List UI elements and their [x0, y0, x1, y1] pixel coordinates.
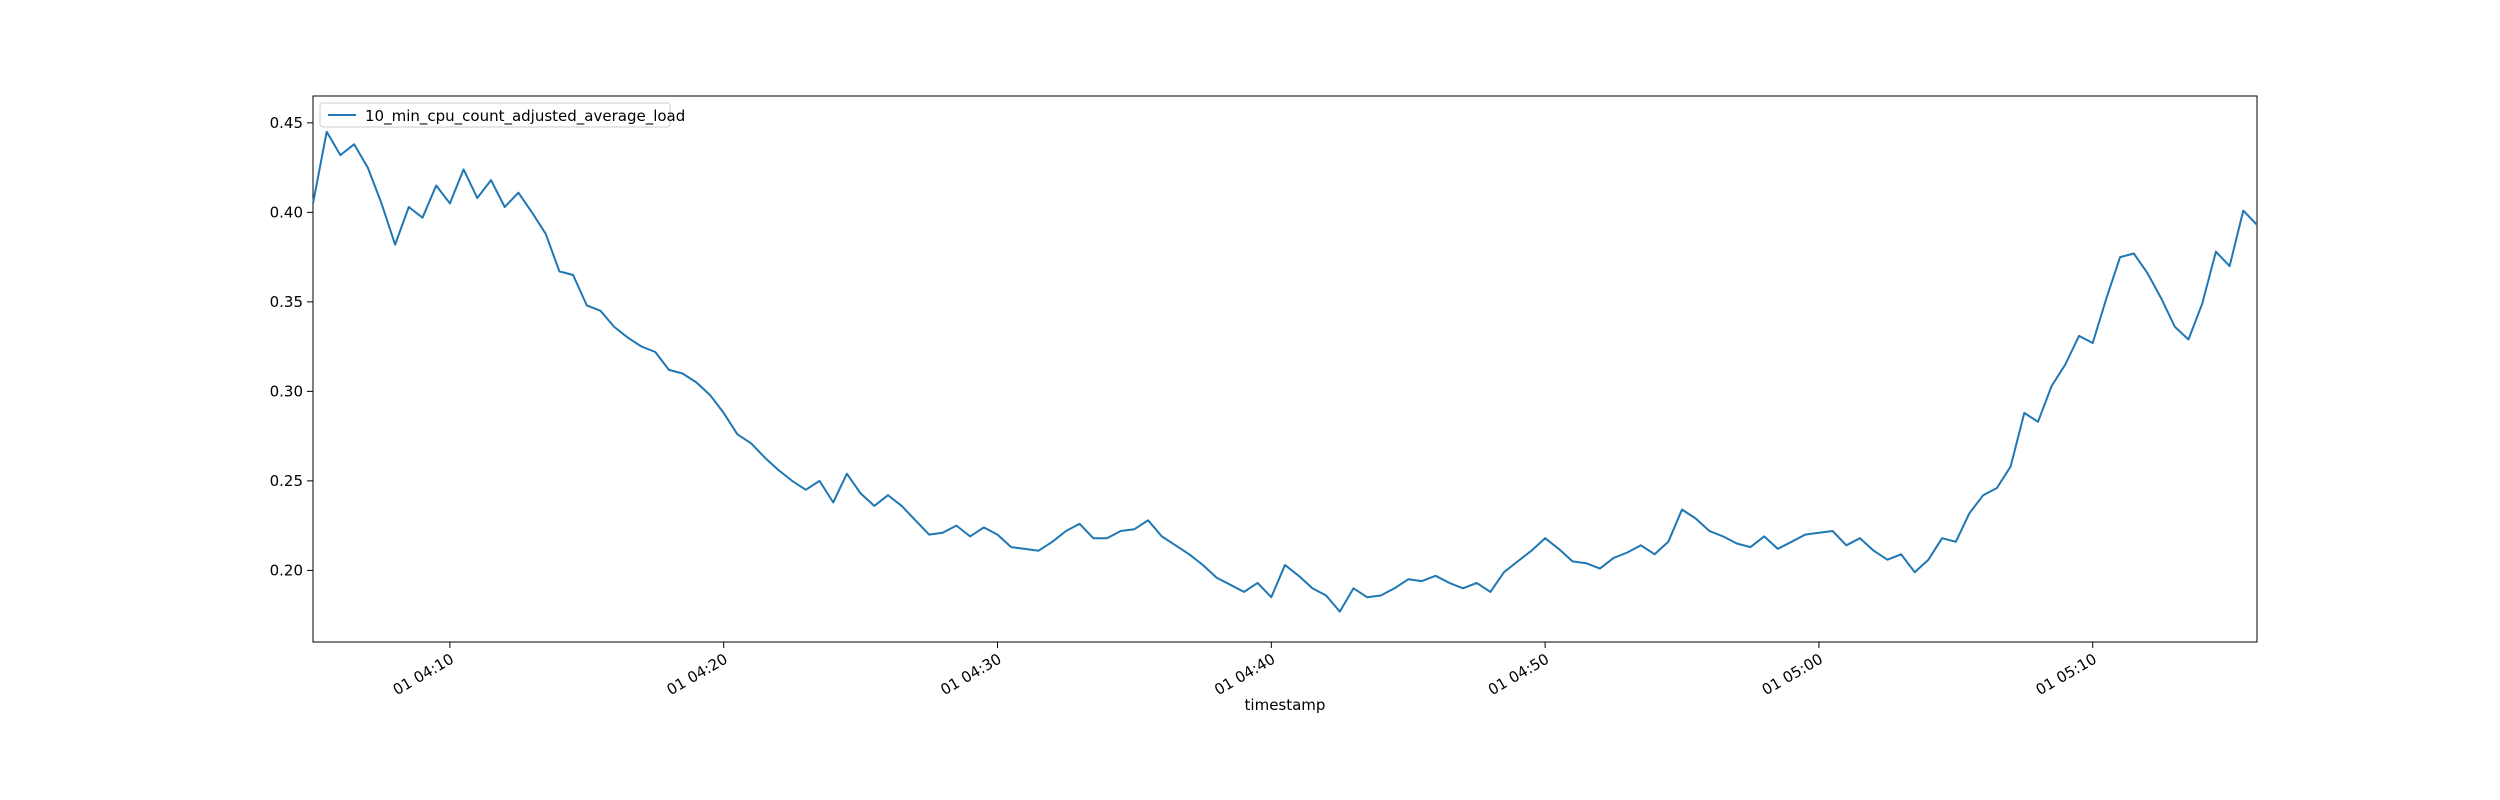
- legend-entry: 10_min_cpu_count_adjusted_average_load: [365, 107, 685, 126]
- y-tick-label: 0.25: [270, 472, 303, 490]
- x-axis: 01 04:10 01 04:20 01 04:30 01 04:40 01 04:50…: [390, 642, 2100, 699]
- legend: 10_min_cpu_count_adjusted_average_load: [319, 102, 685, 128]
- axes-frame: [312, 95, 2258, 643]
- y-tick-label: 0.35: [270, 293, 303, 311]
- x-tick-label: 01 05:10: [2033, 650, 2100, 699]
- legend-box: [319, 102, 671, 128]
- x-tick-label: 01 05:00: [1759, 650, 1826, 699]
- series-line: [312, 130, 2258, 613]
- x-tick-label: 01 04:40: [1211, 650, 1278, 699]
- x-tick-label: 01 04:10: [390, 650, 457, 699]
- y-axis: 0.20 0.25 0.30 0.35 0.40 0.45: [270, 114, 313, 579]
- x-tick-label: 01 04:30: [937, 650, 1004, 699]
- y-tick-label: 0.45: [270, 114, 303, 132]
- y-tick-label: 0.20: [270, 561, 303, 579]
- x-axis-label: timestamp: [1245, 696, 1326, 714]
- x-tick-label: 01 04:20: [664, 650, 731, 699]
- plot-area: [312, 95, 2258, 643]
- y-tick-label: 0.30: [270, 382, 303, 400]
- x-tick-label: 01 04:50: [1485, 650, 1552, 699]
- series-layer: [312, 130, 2258, 613]
- y-tick-label: 0.40: [270, 203, 303, 221]
